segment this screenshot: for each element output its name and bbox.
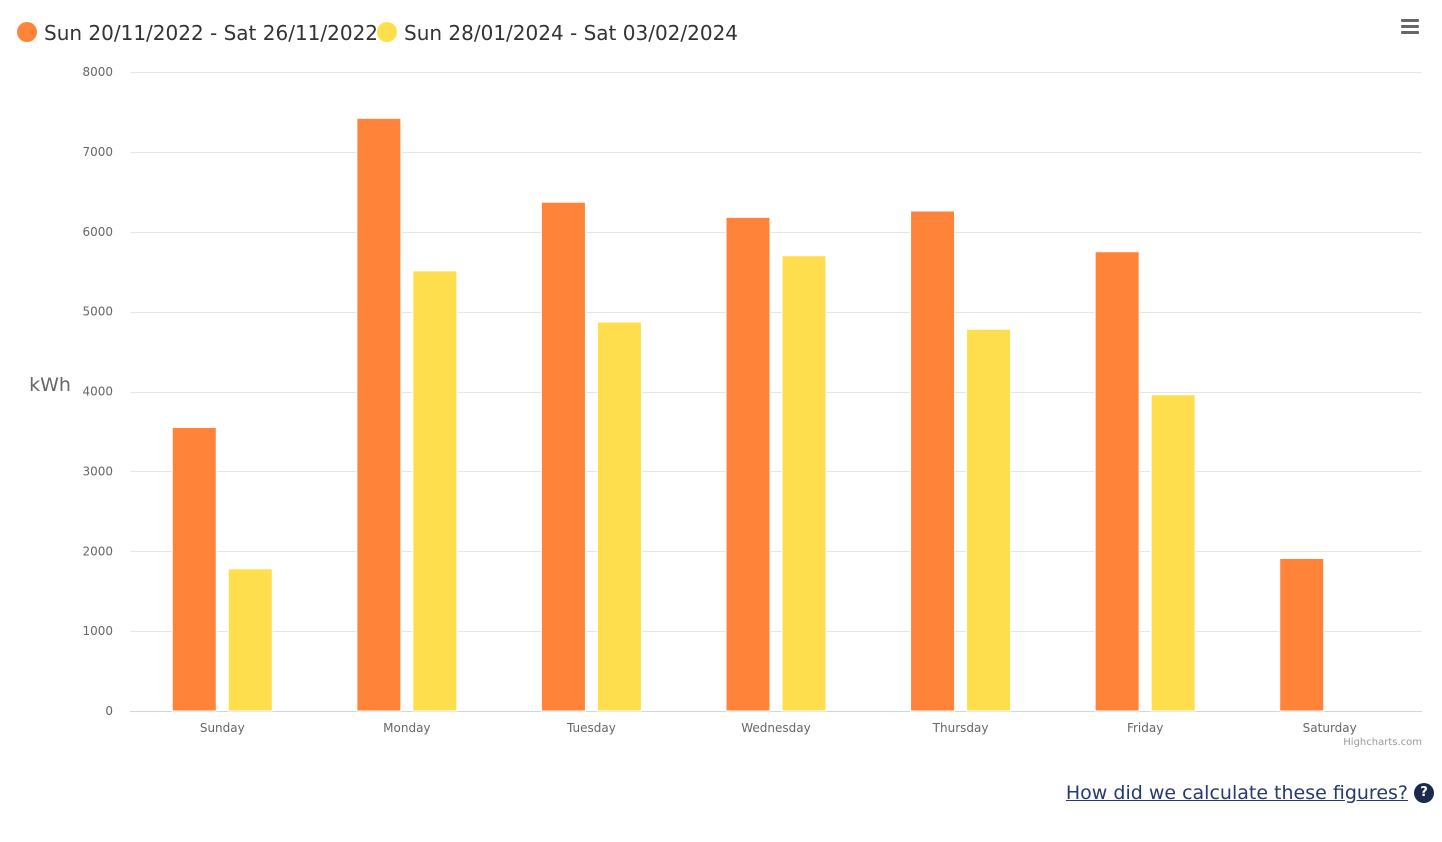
bar-wednesday-series-1[interactable] bbox=[725, 216, 771, 712]
bar-thursday-series-2[interactable] bbox=[966, 328, 1012, 712]
y-tick-label: 0 bbox=[105, 704, 113, 718]
hamburger-menu-icon[interactable] bbox=[1396, 14, 1424, 40]
y-tick-label: 1000 bbox=[82, 624, 113, 638]
legend-label: Sun 20/11/2022 - Sat 26/11/2022 bbox=[44, 21, 378, 45]
question-mark-icon[interactable]: ? bbox=[1414, 783, 1434, 803]
bar-saturday-series-1[interactable] bbox=[1279, 557, 1325, 712]
bar-monday-series-2[interactable] bbox=[412, 270, 458, 712]
y-tick-label: 5000 bbox=[82, 305, 113, 319]
bar-friday-series-2[interactable] bbox=[1150, 394, 1196, 712]
bar-sunday-series-1[interactable] bbox=[171, 426, 217, 712]
x-tick-label: Friday bbox=[1127, 721, 1163, 735]
y-tick-label: 7000 bbox=[82, 145, 113, 159]
y-tick-label: 8000 bbox=[82, 65, 113, 79]
bar-sunday-series-2[interactable] bbox=[227, 568, 273, 712]
x-tick-label: Thursday bbox=[932, 721, 989, 735]
y-tick-label: 6000 bbox=[82, 225, 113, 239]
bar-monday-series-1[interactable] bbox=[356, 117, 402, 712]
x-tick-label: Tuesday bbox=[566, 721, 616, 735]
legend-marker bbox=[17, 22, 37, 42]
legend-marker bbox=[377, 22, 397, 42]
y-axis-title: kWh bbox=[29, 374, 71, 396]
bar-tuesday-series-2[interactable] bbox=[596, 321, 642, 712]
bar-thursday-series-1[interactable] bbox=[910, 210, 956, 712]
bar-tuesday-series-1[interactable] bbox=[540, 201, 586, 712]
y-tick-label: 4000 bbox=[82, 385, 113, 399]
x-tick-label: Wednesday bbox=[741, 721, 810, 735]
x-tick-label: Saturday bbox=[1303, 721, 1357, 735]
calculation-help-link-row: How did we calculate these figures? ? bbox=[1066, 782, 1434, 804]
x-tick-label: Sunday bbox=[200, 721, 245, 735]
y-tick-label: 3000 bbox=[82, 464, 113, 478]
highcharts-credits[interactable]: Highcharts.com bbox=[1343, 737, 1422, 748]
calculation-help-link[interactable]: How did we calculate these figures? bbox=[1065, 782, 1408, 804]
legend-label: Sun 28/01/2024 - Sat 03/02/2024 bbox=[404, 21, 738, 45]
x-tick-label: Monday bbox=[383, 721, 430, 735]
y-tick-label: 2000 bbox=[82, 544, 113, 558]
legend-item-series-2[interactable]: Sun 28/01/2024 - Sat 03/02/2024 bbox=[377, 21, 738, 45]
bar-wednesday-series-2[interactable] bbox=[781, 255, 827, 712]
bar-friday-series-1[interactable] bbox=[1094, 251, 1140, 712]
legend-item-series-1[interactable]: Sun 20/11/2022 - Sat 26/11/2022 bbox=[17, 21, 378, 45]
